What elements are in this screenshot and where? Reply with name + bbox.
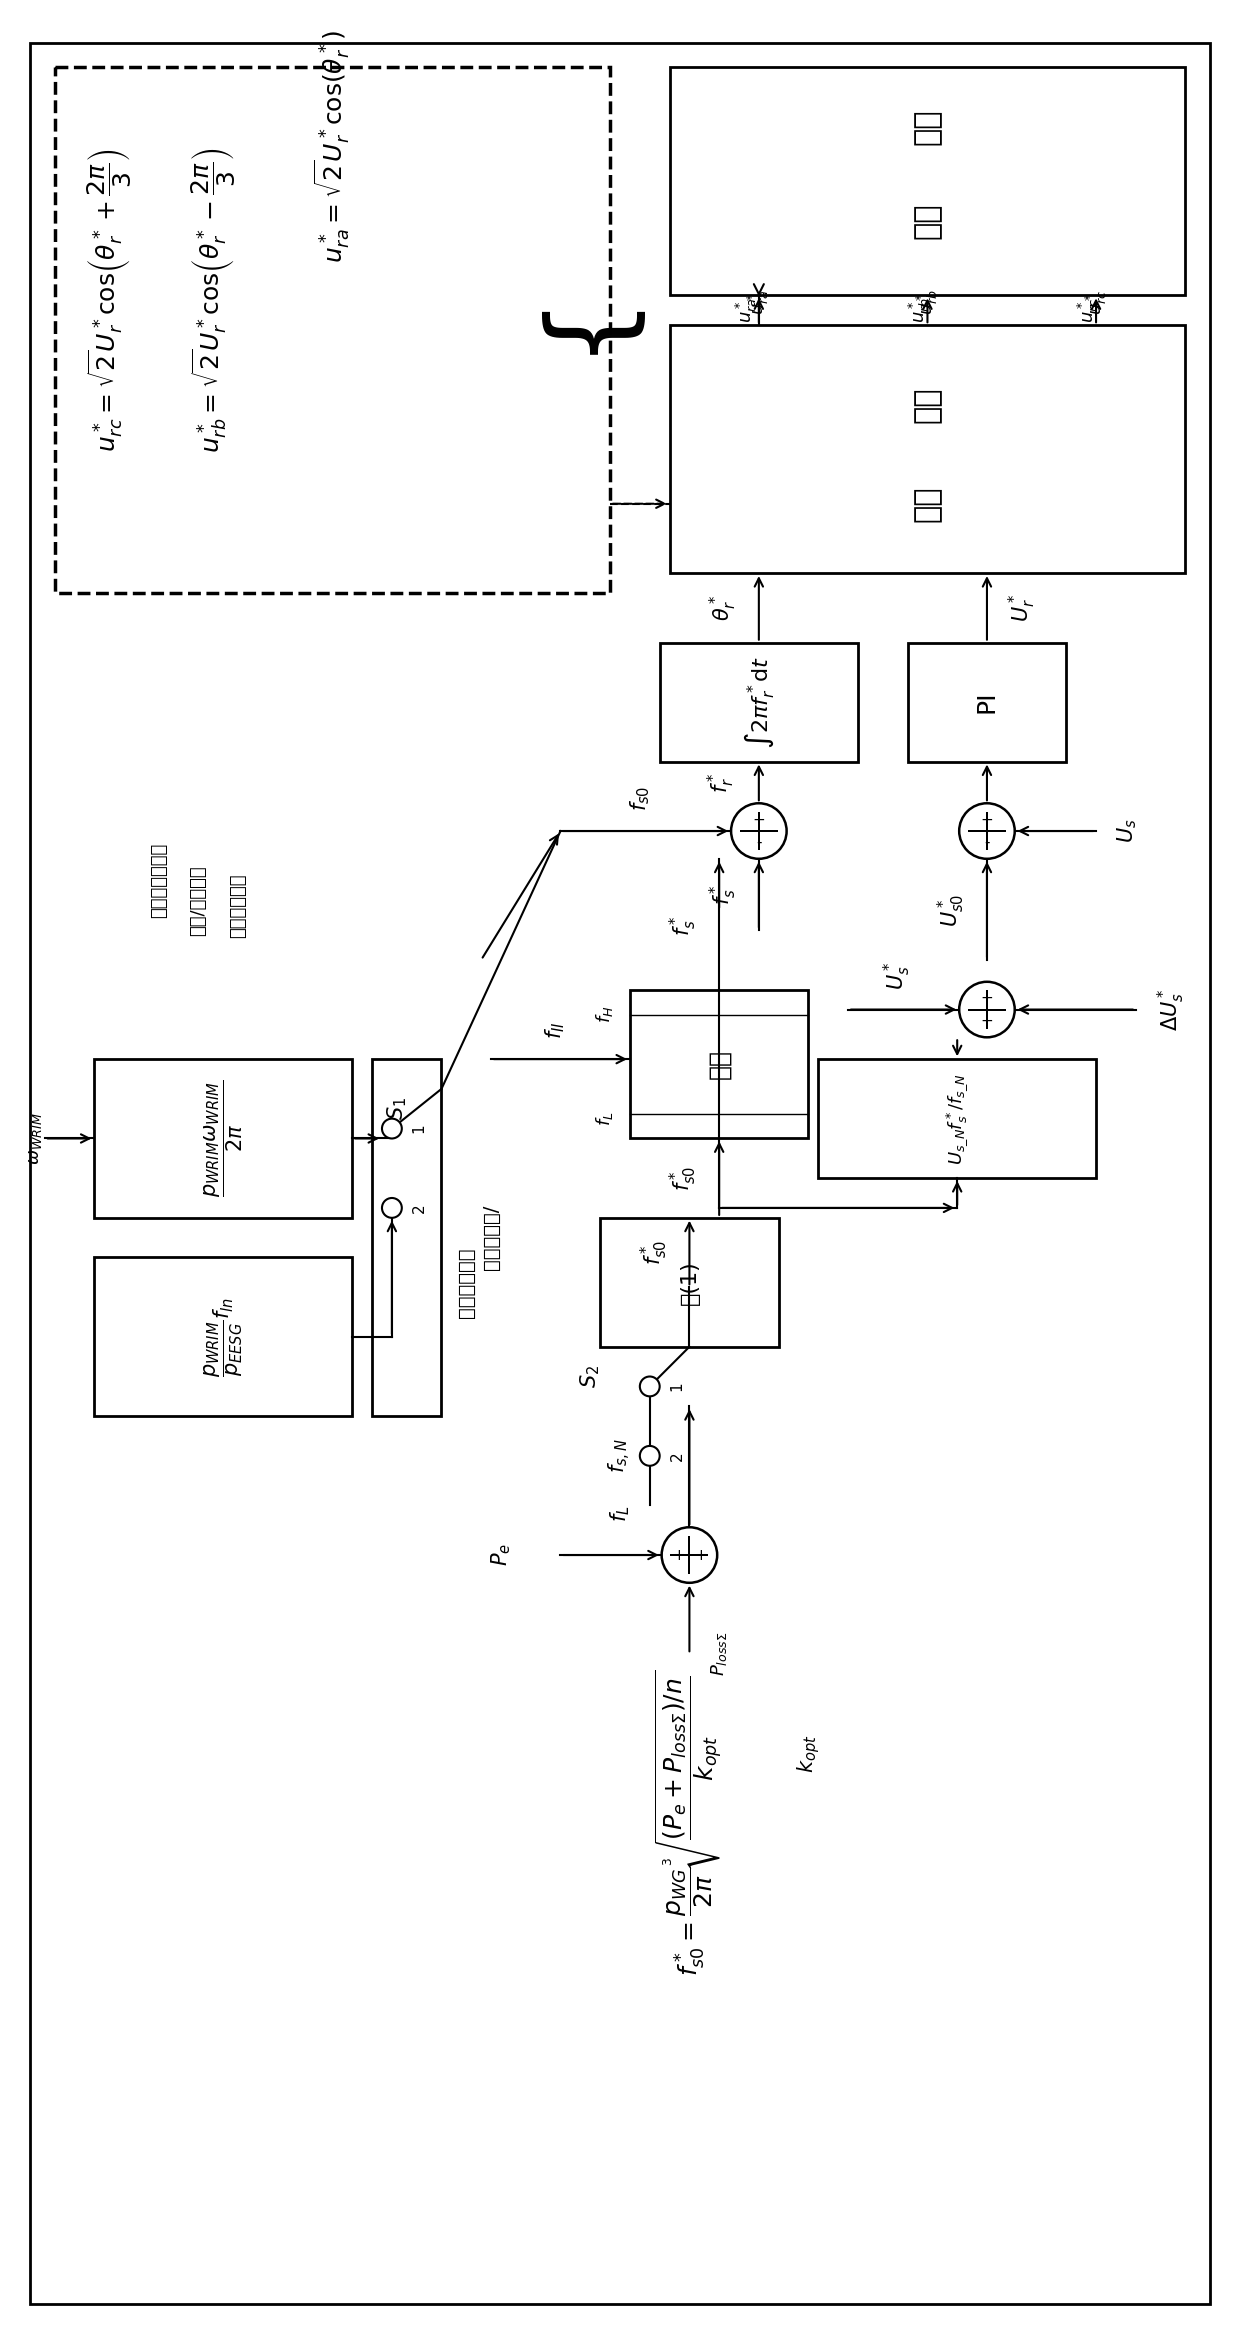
Text: $f_L$: $f_L$ — [594, 1111, 615, 1125]
Text: 脉宽: 脉宽 — [913, 110, 942, 144]
Circle shape — [640, 1447, 660, 1466]
Text: $P_{loss\Sigma}$: $P_{loss\Sigma}$ — [709, 1631, 729, 1675]
Text: +: + — [981, 1014, 993, 1030]
Text: 坐标: 坐标 — [913, 387, 942, 422]
Text: 风电场启动/: 风电场启动/ — [481, 1205, 501, 1270]
Text: $S_2$: $S_2$ — [578, 1365, 603, 1389]
Circle shape — [640, 1377, 660, 1396]
Text: $f^*_{s0}$: $f^*_{s0}$ — [639, 1240, 670, 1265]
Text: 变换: 变换 — [913, 485, 942, 522]
Circle shape — [960, 804, 1014, 860]
Text: 限幅: 限幅 — [707, 1048, 732, 1079]
Text: -: - — [985, 834, 990, 850]
Text: +: + — [672, 1547, 686, 1563]
Text: $\int 2\pi f^*_r\mathrm{d}t$: $\int 2\pi f^*_r\mathrm{d}t$ — [743, 655, 775, 748]
Text: 式(1): 式(1) — [680, 1261, 699, 1305]
Text: $u^*_{rc}$: $u^*_{rc}$ — [1076, 298, 1101, 324]
Bar — [818, 1060, 1096, 1179]
Circle shape — [662, 1526, 717, 1582]
Text: $f^*_s$: $f^*_s$ — [708, 883, 739, 904]
Text: -: - — [756, 834, 761, 850]
Bar — [94, 1258, 352, 1417]
Bar — [55, 68, 610, 594]
Text: $\theta^*_r$: $\theta^*_r$ — [708, 594, 739, 620]
Text: $u^*_{ra}$: $u^*_{ra}$ — [734, 298, 759, 324]
Text: +: + — [694, 1547, 708, 1563]
Text: 1: 1 — [670, 1382, 684, 1391]
Text: $U^*_s$: $U^*_s$ — [882, 960, 914, 990]
Text: $f_{II}$: $f_{II}$ — [543, 1023, 568, 1039]
Text: 调制: 调制 — [913, 203, 942, 240]
Bar — [600, 1219, 779, 1347]
Text: $u^*_{rc}=\sqrt{2}U^*_r\cos\!\left(\theta^*_r+\dfrac{2\pi}{3}\right)$: $u^*_{rc}=\sqrt{2}U^*_r\cos\!\left(\thet… — [86, 149, 133, 452]
Text: $f_H$: $f_H$ — [594, 1007, 615, 1023]
Text: $U_{s\_N}f^*_s/f_{s\_N}$: $U_{s\_N}f^*_s/f_{s\_N}$ — [945, 1072, 970, 1165]
Text: $f^*_s$: $f^*_s$ — [668, 916, 699, 937]
Text: 2: 2 — [412, 1202, 427, 1212]
Text: 1: 1 — [412, 1123, 427, 1132]
Text: $f_{s,N}$: $f_{s,N}$ — [606, 1438, 634, 1473]
Text: $f^*_{s0}=\dfrac{p_{WG}}{2\pi}\sqrt[3]{\dfrac{(P_e+P_{loss\Sigma})/n}{k_{opt}}}$: $f^*_{s0}=\dfrac{p_{WG}}{2\pi}\sqrt[3]{\… — [653, 1671, 725, 1976]
Text: $u^*_{rb}$: $u^*_{rb}$ — [915, 289, 940, 315]
Text: $S_1$: $S_1$ — [386, 1097, 409, 1121]
Text: $U_s$: $U_s$ — [1116, 818, 1140, 843]
Bar — [630, 990, 808, 1139]
Text: $f_{s0}$: $f_{s0}$ — [627, 785, 652, 811]
Text: $u^*_{rb}$: $u^*_{rb}$ — [908, 298, 932, 324]
Text: $\dfrac{p_{WRIM}}{p_{EESG}}f_{ln}$: $\dfrac{p_{WRIM}}{p_{EESG}}f_{ln}$ — [202, 1298, 244, 1377]
Text: $U^*_{s0}$: $U^*_{s0}$ — [936, 895, 967, 927]
Text: $\}$: $\}$ — [537, 296, 644, 354]
Text: +: + — [981, 993, 993, 1007]
Bar — [670, 326, 1185, 573]
Text: $u^*_{rb}=\sqrt{2}U^*_r\cos\!\left(\theta^*_r-\dfrac{2\pi}{3}\right)$: $u^*_{rb}=\sqrt{2}U^*_r\cos\!\left(\thet… — [190, 147, 237, 452]
Bar — [908, 643, 1066, 762]
Text: $u^*_{ra}=\sqrt{2}U^*_r\cos(\theta^*_r)$: $u^*_{ra}=\sqrt{2}U^*_r\cos(\theta^*_r)$ — [312, 30, 352, 263]
Text: 2: 2 — [670, 1452, 684, 1461]
Text: 跟踪/自主惯量: 跟踪/自主惯量 — [190, 864, 207, 937]
Text: PI: PI — [975, 690, 999, 713]
Text: $k_{opt}$: $k_{opt}$ — [795, 1734, 822, 1773]
Text: $\Delta U^*_s$: $\Delta U^*_s$ — [1156, 988, 1187, 1030]
Text: 运行模式选择: 运行模式选择 — [456, 1247, 476, 1316]
Text: $u^*_{ra}$: $u^*_{ra}$ — [746, 289, 771, 315]
Bar — [94, 1060, 352, 1219]
Text: +: + — [753, 813, 765, 827]
Text: $\dfrac{p_{WRIM}\omega_{WRIM}}{2\pi}$: $\dfrac{p_{WRIM}\omega_{WRIM}}{2\pi}$ — [202, 1081, 244, 1198]
Text: $f^*_r$: $f^*_r$ — [706, 771, 737, 792]
Bar — [660, 643, 858, 762]
Bar — [372, 1060, 441, 1417]
Circle shape — [382, 1118, 402, 1139]
Text: 风电场最大功率: 风电场最大功率 — [150, 843, 167, 918]
Circle shape — [732, 804, 786, 860]
Bar — [670, 68, 1185, 296]
Text: $U^*_r$: $U^*_r$ — [1007, 594, 1038, 622]
Text: $u^*_{rc}$: $u^*_{rc}$ — [1084, 289, 1109, 315]
Text: 响应模式选择: 响应模式选择 — [229, 874, 247, 937]
Text: $P_e$: $P_e$ — [490, 1542, 513, 1566]
Text: $\omega_{WRIM}$: $\omega_{WRIM}$ — [26, 1111, 43, 1165]
Circle shape — [382, 1198, 402, 1219]
Circle shape — [960, 981, 1014, 1037]
Text: $f^*_{s0}$: $f^*_{s0}$ — [668, 1165, 699, 1191]
Text: +: + — [981, 813, 993, 827]
Text: $f_L$: $f_L$ — [608, 1505, 632, 1521]
